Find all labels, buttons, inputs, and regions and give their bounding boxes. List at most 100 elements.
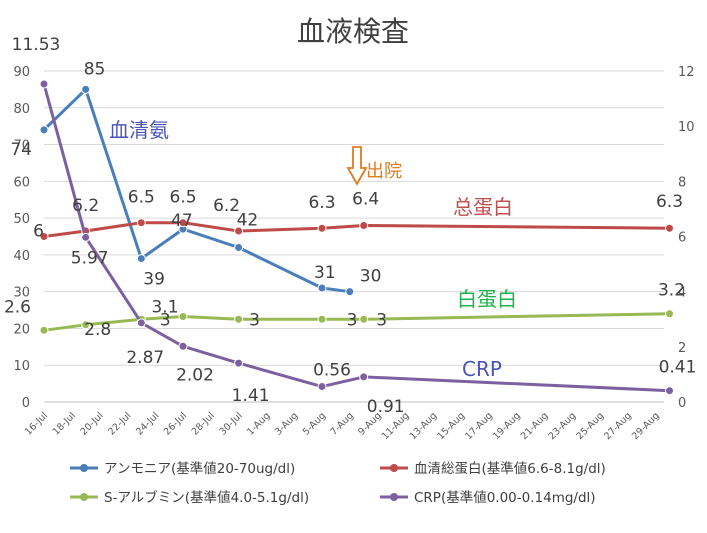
series-2-point-6: [359, 314, 369, 324]
series-0-data-label-0: 74: [10, 140, 32, 160]
y-right-tick-label-4: 4: [678, 286, 686, 301]
series-3-point-2: [136, 318, 146, 328]
series-layer: [39, 79, 674, 396]
series-0-point-1: [81, 84, 91, 94]
series-3-point-0: [39, 79, 49, 89]
series-1-point-7: [665, 223, 674, 233]
series-2-data-label-3: 3.1: [151, 297, 178, 317]
series-0-data-label-5: 31: [314, 263, 336, 283]
series-0-data-label-6: 30: [360, 267, 382, 287]
series-3-data-label-7: 0.41: [659, 358, 697, 378]
series-2-line: [43, 312, 670, 332]
y-left-tick-label-90: 90: [13, 65, 30, 80]
series-2-data-label-5: 3: [347, 310, 358, 330]
y-left-tick-label-50: 50: [13, 212, 30, 227]
series-1-data-label-2: 6.5: [128, 188, 155, 208]
series-1-point-5: [317, 223, 327, 233]
y-left-tick-label-60: 60: [13, 175, 30, 190]
series-3-point-1: [81, 232, 91, 242]
legend-swatch-marker-3: [390, 493, 398, 501]
series-2-point-4: [234, 314, 244, 324]
y-right-tick-label-0: 0: [678, 396, 686, 411]
series-0-data-label-2: 39: [143, 270, 165, 290]
series-1-point-3: [178, 218, 188, 228]
y-right-tick-label-12: 12: [678, 65, 695, 80]
discharge-arrow-icon: [346, 146, 368, 186]
legend-label-0: アンモニア(基準値20-70ug/dl): [104, 460, 295, 477]
y-left-tick-label-40: 40: [13, 249, 30, 264]
legend-label-1: 血清総蛋白(基準値6.6-8.1g/dl): [414, 460, 606, 477]
series-3-point-5: [317, 382, 327, 392]
series-1-data-label-6: 6.4: [352, 189, 379, 209]
series-3-data-label-0: 11.53: [12, 35, 61, 55]
series-3-point-4: [234, 358, 244, 368]
series-3-data-label-5: 0.56: [313, 361, 351, 381]
series-1-data-label-4: 6.2: [213, 196, 240, 216]
series-2-data-label-0: 2.6: [4, 297, 31, 317]
series-0-point-2: [136, 254, 146, 264]
y-right-tick-label-8: 8: [678, 175, 686, 190]
series-1-line: [43, 221, 670, 238]
series-0-point-0: [39, 125, 49, 135]
legend-label-2: S-アルブミン(基準値4.0-5.1g/dl): [104, 489, 309, 506]
y-left-tick-label-70: 70: [13, 139, 30, 154]
series-0-point-6: [345, 287, 355, 297]
chart-title: 血液検査: [297, 15, 409, 48]
series-2-data-label-4: 3: [249, 310, 260, 330]
series-3-line: [42, 83, 670, 393]
y-left-tick-label-80: 80: [13, 102, 30, 117]
series-1-point-2: [136, 218, 146, 228]
gridlines: [44, 70, 664, 403]
series-1-data-label-5: 6.3: [308, 193, 335, 213]
legend-label-3: CRP(基準値0.00-0.14mg/dl): [414, 489, 596, 506]
annotation-1: 出院: [366, 161, 402, 182]
series-1-data-label-0: 6: [33, 222, 44, 242]
series-3-data-label-3: 2.02: [176, 365, 214, 385]
series-3-data-label-6: 0.91: [367, 397, 405, 417]
y-left-tick-label-10: 10: [13, 359, 30, 374]
series-1-point-4: [234, 226, 244, 236]
series-1-data-label-3: 6.5: [169, 188, 196, 208]
series-0-point-4: [234, 243, 244, 253]
annotation-2: 总蛋白: [453, 195, 513, 219]
y-right-tick-label-2: 2: [678, 341, 686, 356]
legend-swatch-marker-2: [80, 493, 88, 501]
y-left-tick-label-20: 20: [13, 322, 30, 337]
legend: アンモニア(基準値20-70ug/dl) 血清総蛋白(基準値6.6-8.1g/dl…: [70, 460, 606, 506]
series-2-point-7: [665, 309, 674, 319]
y-right-tick-label-6: 6: [678, 231, 686, 246]
series-2-data-label-1: 2.8: [84, 320, 111, 340]
y-right-tick-label-10: 10: [678, 120, 695, 135]
series-2-data-label-6: 3: [376, 310, 387, 330]
series-3-data-label-2: 2.87: [126, 348, 164, 368]
series-3-data-label-1: 5.97: [71, 248, 109, 268]
series-3-point-6: [359, 372, 369, 382]
y-left-tick-label-30: 30: [13, 286, 30, 301]
series-0-data-label-3: 47: [171, 211, 193, 231]
series-0-data-label-1: 85: [84, 59, 106, 79]
series-1-point-0: [39, 232, 49, 241]
series-0-point-5: [317, 283, 327, 293]
series-2-point-0: [39, 325, 49, 335]
series-3-point-3: [178, 341, 188, 351]
series-2-data-label-2: 3: [160, 310, 171, 330]
annotation-4: CRP: [462, 357, 502, 381]
series-2-point-1: [81, 320, 91, 330]
series-3-data-label-4: 1.41: [232, 386, 270, 406]
y-left-tick-label-0: 0: [22, 396, 30, 411]
series-2-point-5: [317, 314, 327, 324]
series-0-data-label-4: 42: [237, 211, 259, 231]
series-1-data-label-1: 6.2: [72, 196, 99, 216]
legend-swatch-marker-1: [390, 464, 398, 472]
series-1-data-label-7: 6.3: [656, 192, 683, 212]
annotation-3: 白蛋白: [457, 287, 517, 311]
annotation-0: 血清氨: [109, 118, 169, 142]
legend-swatch-marker-0: [80, 464, 88, 472]
series-1-point-6: [359, 220, 369, 230]
series-3-point-7: [665, 386, 674, 396]
